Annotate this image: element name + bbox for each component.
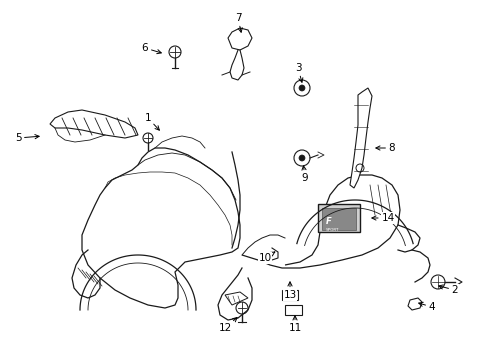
- Text: 10: 10: [258, 252, 274, 263]
- Text: 11: 11: [288, 316, 301, 333]
- Text: 6: 6: [142, 43, 161, 54]
- Text: 2: 2: [438, 285, 457, 295]
- Text: 13: 13: [283, 282, 296, 300]
- Text: 7: 7: [234, 13, 242, 32]
- Circle shape: [142, 133, 153, 143]
- Polygon shape: [224, 292, 247, 305]
- Polygon shape: [227, 28, 251, 50]
- Polygon shape: [407, 298, 421, 310]
- Polygon shape: [82, 148, 240, 308]
- Bar: [317, 204, 359, 232]
- Text: 3: 3: [294, 63, 302, 82]
- Text: 14: 14: [371, 213, 394, 223]
- Polygon shape: [349, 88, 371, 188]
- Text: 9: 9: [301, 166, 307, 183]
- Circle shape: [430, 275, 444, 289]
- Text: 1: 1: [144, 113, 159, 130]
- Circle shape: [236, 302, 247, 314]
- Circle shape: [293, 80, 309, 96]
- Polygon shape: [50, 110, 138, 138]
- Circle shape: [293, 150, 309, 166]
- Circle shape: [298, 155, 305, 161]
- Circle shape: [169, 46, 181, 58]
- Text: 8: 8: [375, 143, 394, 153]
- Circle shape: [298, 85, 305, 91]
- Text: F: F: [325, 217, 331, 226]
- Text: SPORT: SPORT: [325, 228, 339, 232]
- Text: 12: 12: [218, 318, 237, 333]
- Text: 5: 5: [15, 133, 39, 143]
- Text: 4: 4: [418, 302, 434, 312]
- Bar: [321, 208, 355, 230]
